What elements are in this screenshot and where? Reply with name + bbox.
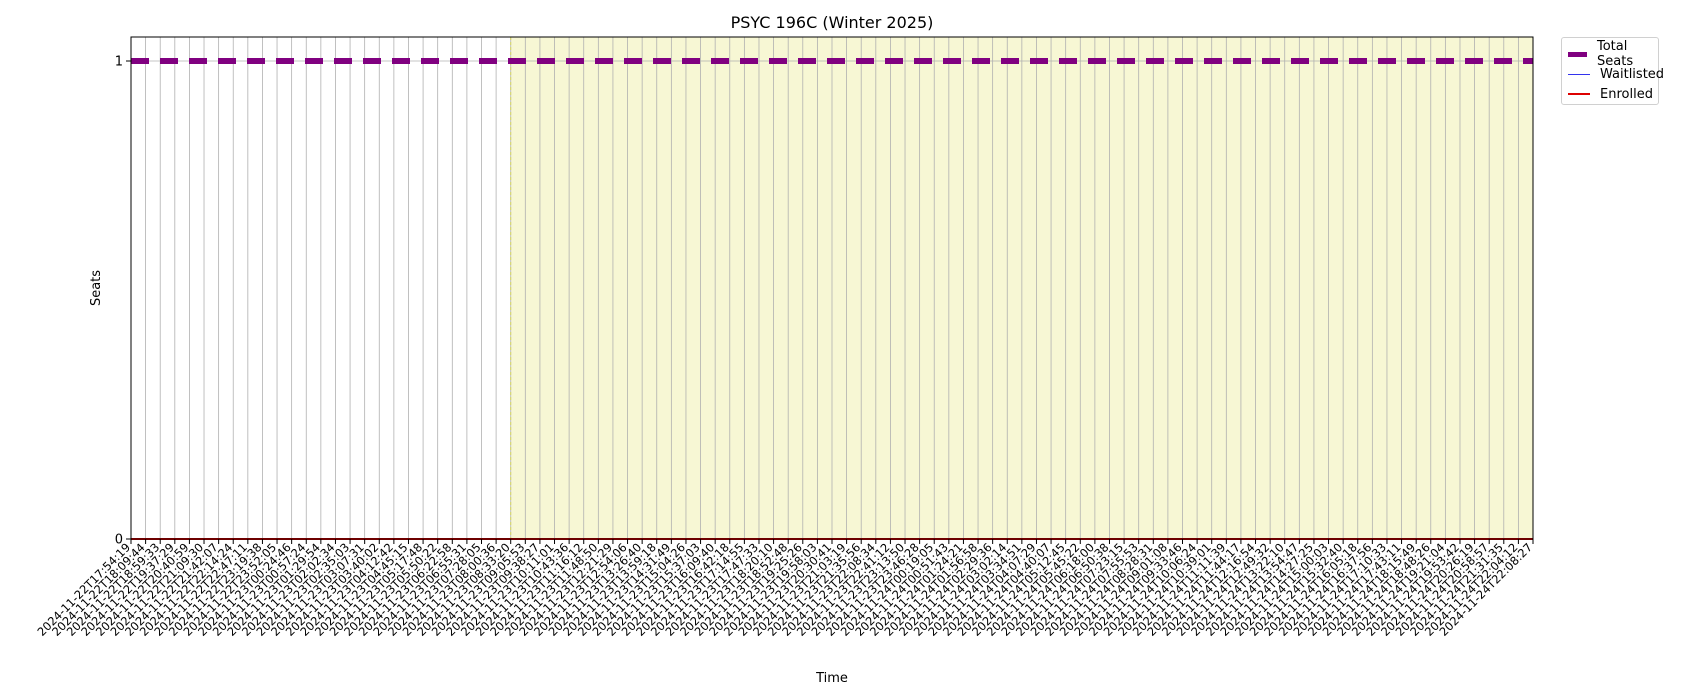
legend-item-enrolled: Enrolled bbox=[1568, 86, 1653, 102]
legend-label-waitlisted: Waitlisted bbox=[1600, 66, 1665, 82]
y-tick-label: 1 bbox=[115, 55, 123, 70]
legend-label-total-seats: Total Seats bbox=[1597, 39, 1634, 69]
grid-lines bbox=[130, 37, 1534, 539]
legend-label-enrolled: Enrolled bbox=[1600, 86, 1653, 102]
y-axis-label: Seats bbox=[89, 270, 104, 306]
y-tick-label: 0 bbox=[115, 533, 123, 548]
y-axis-ticks: 01 bbox=[115, 55, 131, 548]
legend-swatch-waitlisted bbox=[1568, 73, 1590, 75]
x-axis-label: Time bbox=[815, 671, 848, 686]
chart-title: PSYC 196C (Winter 2025) bbox=[731, 13, 934, 32]
legend-item-waitlisted: Waitlisted bbox=[1568, 66, 1664, 82]
legend: Total Seats Waitlisted Enrolled bbox=[1561, 37, 1664, 105]
legend-swatch-total-seats bbox=[1568, 51, 1587, 57]
legend-item-total-seats: Total Seats bbox=[1568, 39, 1658, 69]
legend-swatch-enrolled bbox=[1568, 93, 1590, 95]
x-axis-ticks: 2024-11-22T17:54:192024-11-22T18:09:4420… bbox=[34, 539, 1535, 639]
